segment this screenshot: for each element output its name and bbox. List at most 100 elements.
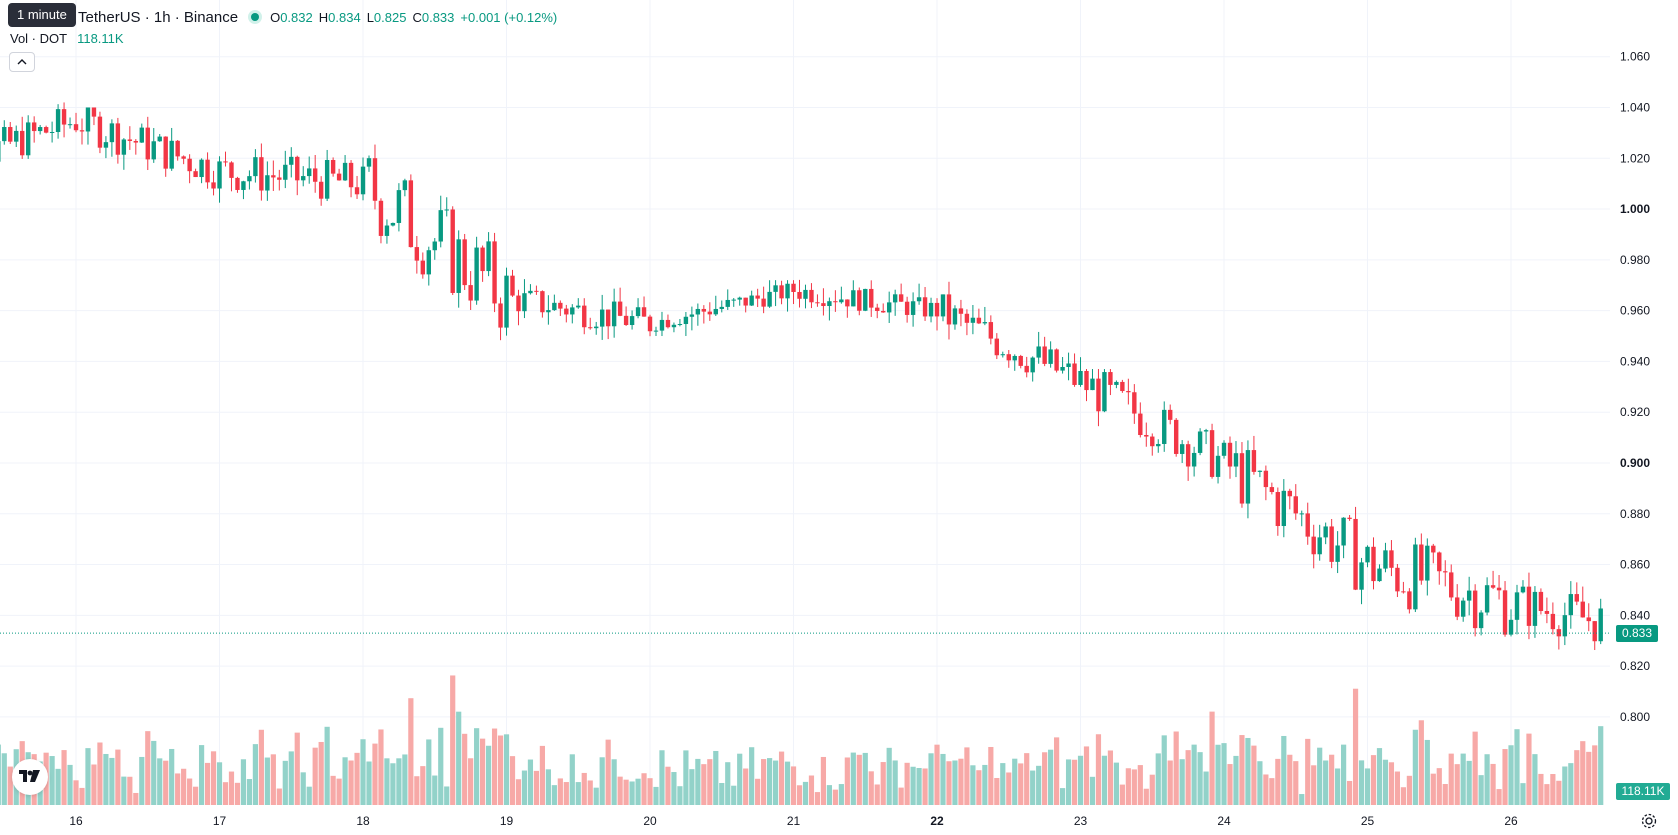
candle-body bbox=[277, 177, 282, 180]
candle-body bbox=[217, 161, 222, 189]
candle-body bbox=[1168, 409, 1173, 420]
candle-body bbox=[1544, 610, 1550, 614]
candle-body bbox=[1138, 413, 1143, 436]
candle-body bbox=[330, 159, 336, 174]
chevron-up-icon bbox=[17, 59, 27, 65]
volume-bar bbox=[838, 784, 844, 805]
volume-bar bbox=[210, 751, 217, 805]
volume-bar bbox=[856, 754, 862, 805]
candle-body bbox=[1293, 496, 1298, 514]
candle-body bbox=[653, 330, 659, 332]
volume-bar bbox=[420, 766, 426, 805]
volume-bar bbox=[695, 758, 701, 805]
candle-body bbox=[432, 241, 437, 251]
volume-bar bbox=[665, 766, 671, 805]
candle-body bbox=[109, 123, 115, 143]
volume-bar bbox=[1478, 775, 1484, 805]
candle-body bbox=[857, 290, 862, 311]
market-status-icon[interactable] bbox=[248, 10, 263, 24]
collapse-legend-button[interactable] bbox=[9, 52, 35, 72]
volume-bar bbox=[444, 786, 450, 805]
volume-bar bbox=[593, 787, 599, 805]
tradingview-logo-icon[interactable] bbox=[12, 759, 48, 795]
candle-body bbox=[20, 130, 25, 156]
candle-body bbox=[928, 302, 934, 317]
volume-bar bbox=[1030, 770, 1036, 805]
candle-body bbox=[1018, 355, 1023, 366]
candle-body bbox=[1592, 621, 1597, 642]
candle-body bbox=[982, 322, 988, 324]
candle-body bbox=[1221, 442, 1227, 456]
candle-body bbox=[402, 180, 408, 191]
volume-bar bbox=[761, 759, 767, 805]
candle-body bbox=[1054, 349, 1059, 371]
symbol-title[interactable]: TetherUS · 1h · Binance bbox=[78, 8, 239, 26]
candle-body bbox=[821, 303, 826, 307]
candle-body bbox=[1000, 354, 1005, 356]
volume-bar bbox=[1000, 763, 1006, 805]
candle-body bbox=[1060, 366, 1065, 371]
candle-body bbox=[31, 122, 37, 132]
candle-body bbox=[1574, 594, 1579, 602]
candle-body bbox=[1197, 431, 1203, 453]
candle-body bbox=[145, 127, 150, 160]
candle-body bbox=[151, 141, 156, 160]
volume-bar bbox=[157, 758, 163, 805]
candle-body bbox=[199, 159, 204, 178]
candle-body bbox=[737, 297, 742, 300]
candle-body bbox=[324, 159, 330, 199]
volume-bar bbox=[1257, 761, 1263, 805]
volume-bar bbox=[1538, 773, 1544, 805]
volume-bar bbox=[1382, 759, 1389, 805]
candle-body bbox=[414, 247, 420, 261]
candle-body bbox=[665, 319, 671, 328]
volume-bar bbox=[928, 753, 934, 805]
volume-bar bbox=[426, 739, 432, 805]
volume-bar bbox=[1101, 755, 1108, 805]
candle-body bbox=[570, 307, 575, 315]
volume-bar bbox=[1514, 729, 1520, 805]
volume-bar bbox=[1161, 735, 1167, 805]
volume-bar bbox=[892, 760, 898, 805]
gear-icon[interactable] bbox=[1640, 812, 1660, 832]
candle-body bbox=[605, 309, 611, 327]
volume-bar bbox=[1532, 754, 1538, 805]
candle-body bbox=[312, 168, 318, 182]
candle-body bbox=[384, 225, 390, 236]
volume-bar bbox=[1472, 731, 1478, 805]
volume-bar bbox=[545, 769, 551, 805]
volume-bar bbox=[503, 734, 510, 805]
candle-body bbox=[1299, 513, 1304, 515]
volume-bar bbox=[175, 773, 181, 805]
volume-bar bbox=[749, 747, 755, 805]
interval-tooltip[interactable]: 1 minute bbox=[8, 3, 76, 27]
volume-bar bbox=[599, 757, 605, 805]
candle-body bbox=[1239, 453, 1245, 504]
volume-bar bbox=[133, 792, 139, 805]
volume-bar bbox=[1352, 688, 1359, 805]
volume-bar bbox=[7, 766, 13, 805]
volume-legend[interactable]: Vol · DOT 118.11K bbox=[10, 31, 124, 46]
price-axis-label: 0.860 bbox=[1620, 558, 1650, 572]
volume-bar bbox=[1287, 754, 1293, 805]
volume-bar bbox=[234, 782, 241, 805]
time-axis-label: 18 bbox=[356, 814, 370, 828]
candle-body bbox=[301, 176, 306, 181]
candle-body bbox=[223, 161, 228, 163]
candle-body bbox=[1335, 545, 1340, 562]
candle-body bbox=[1472, 590, 1478, 629]
volume-bar bbox=[1388, 762, 1395, 805]
candle-body bbox=[1036, 346, 1041, 358]
volume-bar bbox=[653, 786, 659, 805]
volume-bar bbox=[1460, 753, 1466, 805]
volume-bar bbox=[1400, 787, 1406, 805]
volume-bar bbox=[139, 756, 145, 805]
volume-bar bbox=[1197, 752, 1203, 805]
candle-body bbox=[964, 313, 970, 323]
candle-body bbox=[283, 164, 288, 180]
volume-bar bbox=[1191, 744, 1197, 805]
ohlc-low: L0.825 bbox=[366, 9, 407, 25]
volume-bar bbox=[1113, 762, 1119, 805]
